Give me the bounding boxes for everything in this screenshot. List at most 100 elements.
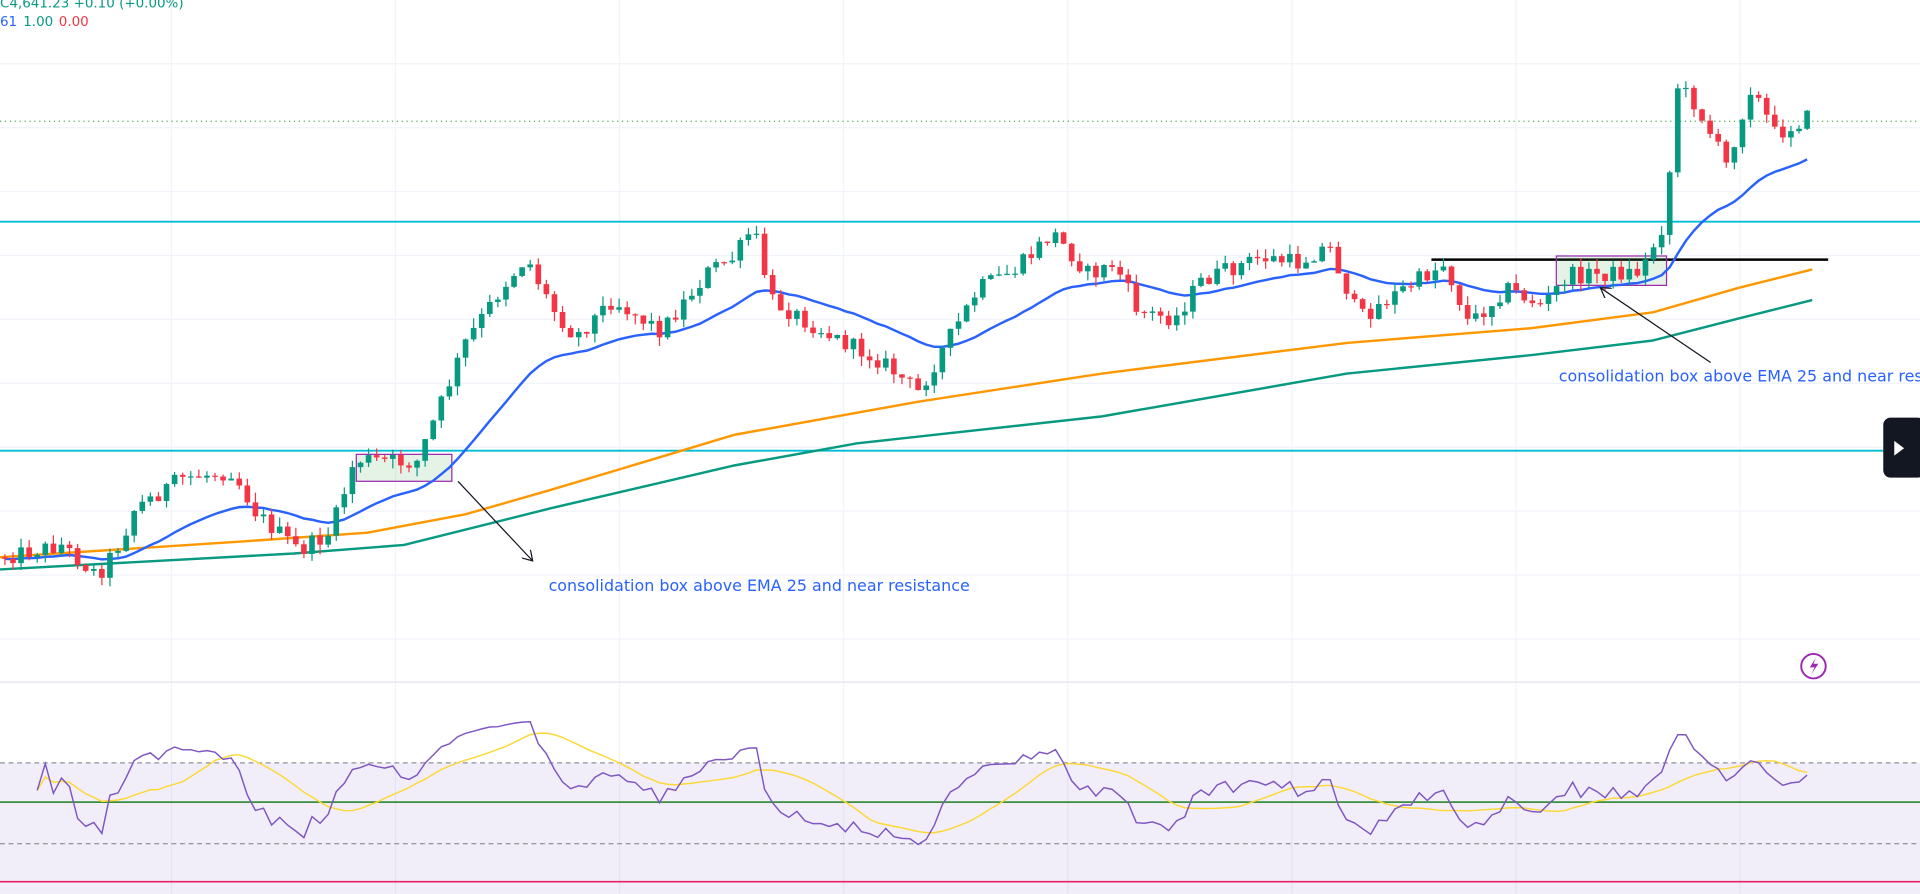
candle-body [745,234,752,240]
candle-body [1052,232,1059,244]
candle-body [131,510,138,536]
candle-body [1747,94,1754,120]
ema-mid [0,268,1813,559]
candle-body [689,295,695,300]
candle-body [963,305,970,322]
candle-body [1666,172,1673,235]
candle-body [1173,315,1180,326]
candle-body [1521,290,1528,301]
candle-body [1004,273,1010,276]
candle-body [1610,266,1616,281]
candle-body [971,297,978,306]
candle-body [1076,261,1083,272]
candle-body [527,264,534,268]
candle-body [212,475,218,477]
candle-body [535,264,542,285]
candle-body [559,312,566,328]
candle-body [1545,294,1552,304]
candle-body [1165,315,1172,326]
candle-body [252,502,259,517]
candle-body [1117,266,1123,275]
candle-body [486,301,493,315]
candle-body [1036,241,1043,258]
candle-body [1125,274,1132,284]
candle-body [349,467,356,495]
candle-body [1699,109,1705,121]
candle-body [1505,283,1511,303]
candle-body [171,474,178,485]
candle-body [398,454,404,466]
candle-body [1408,286,1414,288]
candle-body [107,552,113,578]
candle-body [34,554,41,557]
candle-body [58,544,65,553]
candle-body [1796,128,1802,132]
candle-body [462,339,469,358]
candle-body [1262,258,1269,262]
candle-body [1788,131,1794,138]
candle-body [1101,265,1107,278]
candles [2,81,1810,587]
candle-body [923,385,930,391]
candle-body [66,544,73,549]
candle-body [1561,284,1568,287]
candle-body [882,358,889,368]
candle-body [632,314,639,316]
candle-body [1303,262,1309,269]
candle-body [414,460,420,468]
candle-body [74,548,81,565]
candle-body [1691,87,1697,110]
candle-body [1464,305,1471,319]
rsi-line [36,721,1808,846]
indicator-value: 61 [0,15,17,30]
candle-body [721,262,727,264]
price-line: C4,641.23 +0.10 (+0.00%) [0,0,184,12]
candle-body [616,307,622,310]
candle-body [268,514,275,533]
rsi [36,721,1808,846]
candle-body [713,262,719,268]
candle-body [1707,120,1713,134]
candle-body [495,299,501,302]
candle-body [1335,246,1342,274]
toggle-icon [1894,440,1905,456]
candle-body [608,305,614,310]
candle-body [179,474,186,477]
alert-icon[interactable] [1800,652,1827,680]
candle-body [1254,256,1261,259]
candle-body [293,536,299,545]
candle-body [50,543,57,553]
candle-body [1763,97,1770,115]
candle-body [196,476,202,478]
candle-body [1149,311,1156,313]
candle-body [1456,285,1463,306]
candle-body [317,535,323,545]
candle-body [826,333,833,339]
candle-body [753,233,760,235]
candle-body [276,526,283,533]
candle-body [1650,247,1657,260]
annotation: consolidation box above EMA 25 and near … [549,576,970,595]
candle-body [1569,266,1576,285]
candle-body [18,547,24,564]
candle-body [786,310,792,319]
candle-body [656,320,663,338]
candle-body [333,507,340,536]
candle-body [1642,259,1649,276]
candle-body [1287,253,1293,263]
candle-body [1634,268,1641,276]
arrow [1600,288,1711,364]
candle-body [567,327,574,338]
rsi-ma [36,732,1808,834]
candle-body [1424,271,1431,281]
candle-body [1658,234,1665,248]
candle-body [422,439,428,461]
candle-body [1448,266,1455,286]
candle-body [672,317,679,320]
candle-body [309,535,315,554]
candle-body [1238,263,1245,276]
candle-body [1222,263,1229,269]
candle-body [1020,254,1026,274]
candle-body [325,535,331,545]
candle-body [139,501,146,511]
